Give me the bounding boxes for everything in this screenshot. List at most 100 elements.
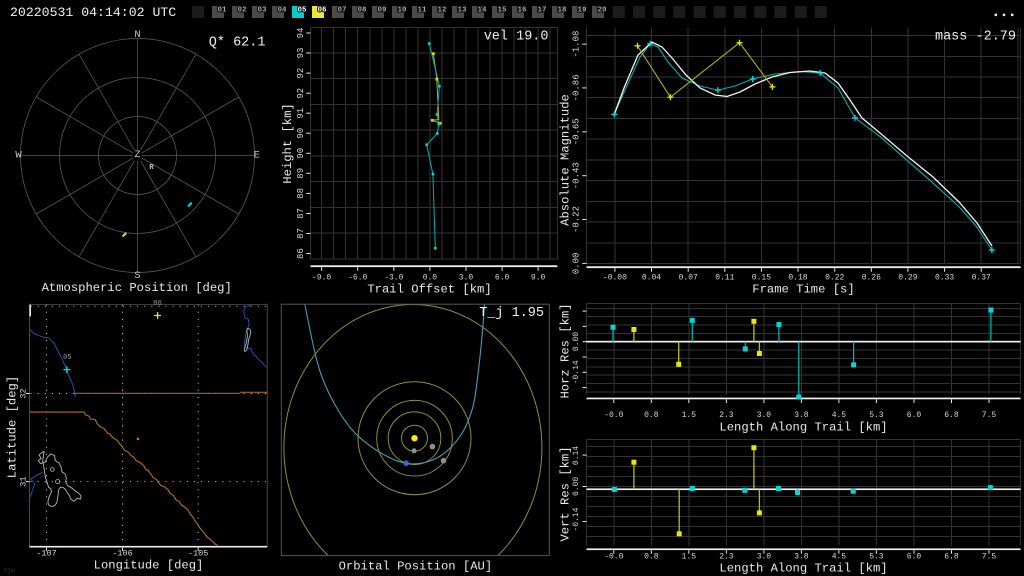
svg-text:01: 01: [217, 7, 227, 15]
svg-text:02: 02: [237, 7, 247, 15]
svg-text:6.8: 6.8: [944, 411, 959, 420]
svg-text:6.0: 6.0: [907, 553, 922, 562]
svg-text:92: 92: [296, 88, 306, 99]
svg-text:17: 17: [537, 7, 546, 15]
svg-text:19: 19: [577, 7, 587, 15]
svg-text:0.26: 0.26: [862, 274, 881, 283]
svg-text:0.29: 0.29: [898, 274, 917, 283]
svg-text:Trail Offset [km]: Trail Offset [km]: [367, 283, 491, 297]
svg-text:0.8: 0.8: [644, 553, 659, 562]
svg-text:-0.65: -0.65: [572, 118, 582, 145]
svg-text:6.8: 6.8: [944, 553, 959, 562]
svg-text:7.5: 7.5: [982, 411, 997, 420]
svg-text:3.8: 3.8: [794, 553, 809, 562]
svg-text:32: 32: [19, 388, 29, 398]
svg-text:-0.14: -0.14: [572, 360, 581, 384]
svg-text:04: 04: [277, 7, 287, 15]
svg-text:0.07: 0.07: [679, 274, 698, 283]
svg-text:R: R: [149, 164, 154, 172]
svg-text:mass -2.79: mass -2.79: [935, 30, 1016, 45]
svg-text:0.00: 0.00: [572, 332, 581, 351]
svg-text:Vert Res [km]: Vert Res [km]: [559, 446, 573, 541]
svg-text:90: 90: [296, 128, 306, 139]
svg-text:Frame Time [s]: Frame Time [s]: [752, 283, 854, 297]
svg-text:0.00: 0.00: [572, 253, 582, 275]
svg-text:20220531 04:14:02 UTC: 20220531 04:14:02 UTC: [10, 5, 176, 20]
svg-text:06: 06: [317, 7, 327, 15]
svg-text:09: 09: [377, 7, 387, 15]
svg-text:2.3: 2.3: [719, 553, 734, 562]
svg-text:Latitude [deg]: Latitude [deg]: [6, 376, 20, 478]
svg-text:91: 91: [296, 108, 306, 119]
svg-text:Atmospheric Position [deg]: Atmospheric Position [deg]: [42, 281, 232, 295]
svg-text:0.22: 0.22: [825, 274, 844, 283]
svg-text:0.37: 0.37: [972, 274, 991, 283]
svg-text:4.5: 4.5: [832, 553, 847, 562]
svg-text:5.3: 5.3: [869, 411, 884, 420]
svg-text:1.5: 1.5: [682, 553, 697, 562]
svg-text:2.3: 2.3: [719, 411, 734, 420]
svg-text:Height [km]: Height [km]: [281, 103, 295, 183]
svg-text:Horz Res [km]: Horz Res [km]: [559, 303, 573, 398]
svg-text:7.5: 7.5: [982, 553, 997, 562]
svg-text:18: 18: [557, 7, 567, 15]
svg-text:-3.0: -3.0: [384, 274, 403, 283]
svg-text:N: N: [134, 29, 140, 41]
svg-text:Absolute Magnitude: Absolute Magnitude: [559, 94, 573, 226]
svg-text:-0.43: -0.43: [572, 162, 582, 189]
svg-text:-0.86: -0.86: [572, 74, 582, 101]
svg-text:0.15: 0.15: [752, 274, 771, 283]
svg-text:0.11: 0.11: [715, 274, 734, 283]
svg-text:-106: -106: [112, 549, 132, 559]
svg-text:05: 05: [297, 7, 307, 15]
svg-text:-107: -107: [36, 549, 56, 559]
svg-text:-105: -105: [188, 549, 208, 559]
svg-text:-1.08: -1.08: [572, 31, 582, 58]
svg-text:90: 90: [296, 148, 306, 159]
svg-text:njw: njw: [4, 567, 15, 574]
svg-text:06: 06: [153, 300, 161, 308]
svg-text:-0.14: -0.14: [572, 507, 581, 531]
svg-text:1.5: 1.5: [682, 411, 697, 420]
svg-text:0.8: 0.8: [644, 411, 659, 420]
svg-text:05: 05: [63, 354, 71, 362]
svg-text:vel 19.0: vel 19.0: [484, 30, 549, 45]
svg-text:0.33: 0.33: [935, 274, 954, 283]
svg-text:16: 16: [517, 7, 527, 15]
svg-text:0.18: 0.18: [788, 274, 807, 283]
svg-text:3.0: 3.0: [757, 411, 772, 420]
svg-text:5.3: 5.3: [869, 553, 884, 562]
svg-text:0.04: 0.04: [642, 274, 661, 283]
svg-text:86: 86: [296, 248, 306, 259]
svg-text:0.0: 0.0: [423, 274, 438, 283]
svg-text:14: 14: [477, 7, 487, 15]
svg-text:89: 89: [296, 168, 306, 179]
svg-text:12: 12: [437, 7, 447, 15]
svg-text:T_j 1.95: T_j 1.95: [479, 306, 544, 321]
svg-text:Length Along Trail [km]: Length Along Trail [km]: [719, 562, 887, 576]
svg-text:-0.0: -0.0: [604, 553, 623, 562]
svg-text:3.0: 3.0: [757, 553, 772, 562]
svg-text:6.0: 6.0: [907, 411, 922, 420]
svg-text:94: 94: [296, 28, 306, 39]
svg-text:-6.0: -6.0: [348, 274, 367, 283]
svg-text:W: W: [15, 150, 22, 162]
svg-text:0.14: 0.14: [572, 446, 581, 465]
svg-text:93: 93: [296, 48, 306, 59]
svg-text:10: 10: [397, 7, 407, 15]
svg-text:3.8: 3.8: [794, 411, 809, 420]
svg-text:Length Along Trail [km]: Length Along Trail [km]: [719, 421, 887, 435]
svg-text:6.0: 6.0: [495, 274, 510, 283]
svg-text:4.5: 4.5: [832, 411, 847, 420]
svg-text:-0.00: -0.00: [603, 274, 627, 283]
svg-text:9.0: 9.0: [531, 274, 546, 283]
svg-text:03: 03: [257, 7, 267, 15]
svg-text:20: 20: [597, 7, 607, 15]
svg-text:3.0: 3.0: [459, 274, 474, 283]
svg-text:0.00: 0.00: [572, 477, 581, 496]
svg-text:Longitude [deg]: Longitude [deg]: [94, 559, 204, 573]
svg-text:13: 13: [457, 7, 467, 15]
svg-text:92: 92: [296, 68, 306, 79]
svg-text:15: 15: [497, 7, 507, 15]
svg-text:88: 88: [296, 188, 306, 199]
